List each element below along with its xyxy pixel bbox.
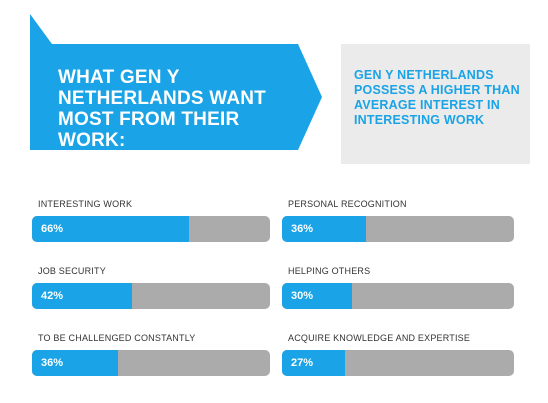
bar-fill-to-be-challenged-constantly [32,350,118,376]
page-title: WHAT GEN Y NETHERLANDS WANT MOST FROM TH… [58,67,266,151]
category-label-helping-others: HELPING OTHERS [288,266,371,276]
value-label-interesting-work: 66% [41,223,64,235]
bar-fill-job-security [32,283,132,309]
value-label-job-security: 42% [41,290,64,302]
callout-text: GEN Y NETHERLANDS POSSESS A HIGHER THAN … [354,68,520,127]
category-label-personal-recognition: PERSONAL RECOGNITION [288,199,407,209]
category-label-acquire-knowledge-and-expertise: ACQUIRE KNOWLEDGE AND EXPERTISE [288,333,471,343]
value-label-helping-others: 30% [291,290,314,302]
bar-track-acquire-knowledge-and-expertise: 27% [282,350,514,376]
header-banner [30,14,530,164]
value-label-personal-recognition: 36% [291,223,314,235]
title-chevron-shape [30,14,322,150]
value-label-to-be-challenged-constantly: 36% [41,357,64,369]
callout-box [341,44,530,164]
value-label-acquire-knowledge-and-expertise: 27% [291,357,314,369]
bar-track-helping-others: 30% [282,283,514,309]
category-label-job-security: JOB SECURITY [38,266,106,276]
bar-track-to-be-challenged-constantly: 36% [32,350,270,376]
bar-track-job-security: 42% [32,283,270,309]
category-label-to-be-challenged-constantly: TO BE CHALLENGED CONSTANTLY [38,333,196,343]
category-label-interesting-work: INTERESTING WORK [38,199,133,209]
bar-fill-helping-others [282,283,352,309]
bar-track-personal-recognition: 36% [282,216,514,242]
bar-fill-interesting-work [32,216,190,242]
title-corner-notch [30,14,66,44]
bar-fill-personal-recognition [282,216,366,242]
bar-fill-acquire-knowledge-and-expertise [282,350,345,376]
bar-track-interesting-work: 66% [32,216,270,242]
